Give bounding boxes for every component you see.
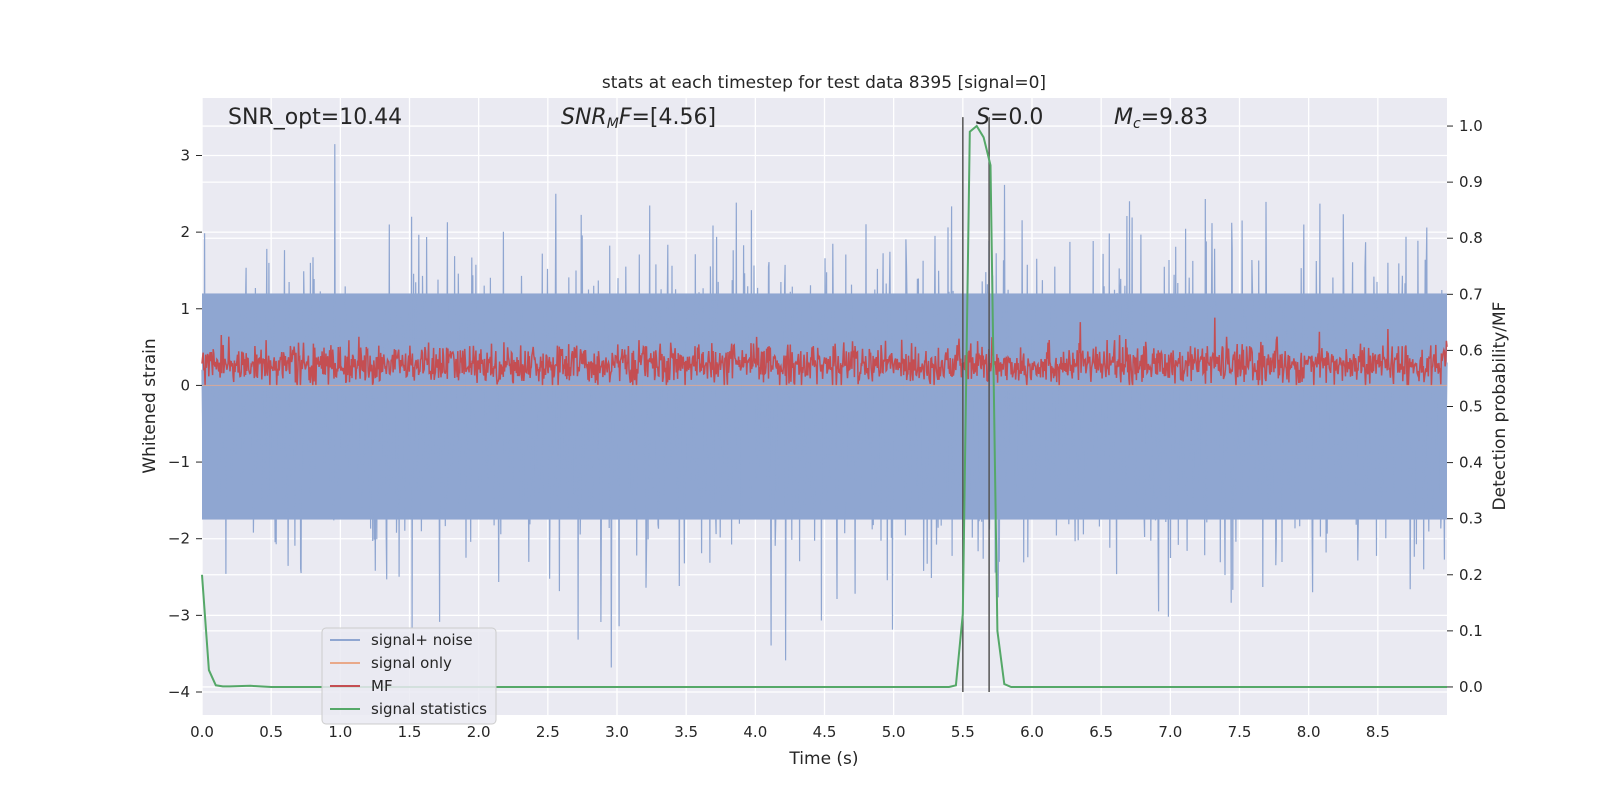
y-tick-label: −1 bbox=[168, 453, 190, 471]
x-tick-label: 3.5 bbox=[674, 723, 698, 741]
y-right-tick-label: 0.0 bbox=[1459, 678, 1483, 696]
y-right-tick-label: 0.2 bbox=[1459, 566, 1483, 584]
y-right-tick-label: 0.3 bbox=[1459, 510, 1483, 528]
x-axis-label: Time (s) bbox=[788, 749, 858, 769]
x-tick-label: 7.5 bbox=[1228, 723, 1252, 741]
y-right-tick-label: 1.0 bbox=[1459, 117, 1483, 135]
legend-label-mf: MF bbox=[371, 677, 393, 695]
legend-label-signal-only: signal only bbox=[371, 654, 452, 672]
x-tick-label: 4.5 bbox=[813, 723, 837, 741]
annotation-snr-mf: SNRMF=[4.56] bbox=[561, 105, 716, 132]
y-tick-label: 2 bbox=[180, 223, 190, 241]
y-axis-label: Whitened strain bbox=[140, 338, 160, 473]
mf-series bbox=[201, 317, 1448, 386]
y-tick-label: 3 bbox=[180, 146, 190, 164]
signal-statistics-line bbox=[201, 124, 1447, 688]
annotation-snr-mf-value: =[4.56] bbox=[631, 105, 716, 130]
annotation-mc-prefix: M bbox=[1114, 105, 1133, 130]
annotation-snr-mf-sub: M bbox=[607, 116, 619, 132]
y-right-tick-label: 0.1 bbox=[1459, 622, 1483, 640]
signal-noise-line bbox=[201, 144, 1448, 668]
y-right-tick-label: 0.7 bbox=[1459, 285, 1483, 303]
annotation-s-prefix: S bbox=[976, 105, 990, 130]
x-tick-label: 0.5 bbox=[259, 723, 283, 741]
x-tick-label: 8.0 bbox=[1297, 723, 1321, 741]
y-right-axis-ticks: 1.0 0.9 0.8 0.7 0.6 0.5 0.4 0.3 0.2 0.1 0.0 bbox=[1447, 117, 1483, 696]
chart-title: stats at each timestep for test data 839… bbox=[602, 73, 1046, 93]
x-tick-label: 6.5 bbox=[1089, 723, 1113, 741]
x-tick-label: 7.0 bbox=[1158, 723, 1182, 741]
annotation-snr-mf-prefix: SNR bbox=[561, 105, 607, 130]
x-axis-ticks: 0.0 0.5 1.0 1.5 2.0 2.5 3.0 3.5 4.0 4.5 5.0 5.5 6.0 6… bbox=[190, 723, 1390, 741]
x-tick-label: 3.0 bbox=[605, 723, 629, 741]
x-tick-label: 8.5 bbox=[1366, 723, 1390, 741]
legend: signal+ noise signal only MF signal stat… bbox=[321, 627, 497, 725]
x-tick-label: 2.5 bbox=[536, 723, 560, 741]
y-axis-ticks: 3 2 1 0 −1 −2 −3 −4 bbox=[168, 146, 202, 701]
annotation-mc: Mc=9.83 bbox=[1114, 105, 1208, 132]
signal-noise-series bbox=[201, 144, 1448, 668]
x-tick-label: 0.0 bbox=[190, 723, 214, 741]
y-tick-label: −3 bbox=[168, 606, 190, 624]
y-right-axis-label: Detection probability/MF bbox=[1490, 302, 1510, 511]
x-tick-label: 6.0 bbox=[1020, 723, 1044, 741]
x-tick-label: 1.0 bbox=[328, 723, 352, 741]
x-tick-label: 5.5 bbox=[951, 723, 975, 741]
signal-statistics-series bbox=[201, 124, 1447, 688]
x-tick-label: 4.0 bbox=[743, 723, 767, 741]
annotation-s: S=0.0 bbox=[976, 105, 1043, 130]
y-right-tick-label: 0.4 bbox=[1459, 454, 1483, 472]
y-tick-label: −2 bbox=[168, 530, 190, 548]
y-tick-label: −4 bbox=[168, 683, 190, 701]
annotation-snr-opt: SNR_opt=10.44 bbox=[228, 105, 402, 130]
y-right-tick-label: 0.5 bbox=[1459, 398, 1483, 416]
y-right-tick-label: 0.9 bbox=[1459, 173, 1483, 191]
y-tick-label: 0 bbox=[180, 376, 190, 394]
annotation-mc-sub: c bbox=[1133, 116, 1141, 132]
annotations: SNR_opt=10.44 SNRMF=[4.56] S=0.0 Mc=9.83 bbox=[228, 105, 1208, 132]
y-right-tick-label: 0.8 bbox=[1459, 229, 1483, 247]
annotation-snr-mf-f: F bbox=[619, 105, 632, 130]
legend-label-signal-noise: signal+ noise bbox=[371, 631, 473, 649]
x-tick-label: 2.0 bbox=[467, 723, 491, 741]
y-tick-label: 1 bbox=[180, 300, 190, 318]
y-right-tick-label: 0.6 bbox=[1459, 341, 1483, 359]
mf-line bbox=[201, 317, 1448, 386]
x-tick-label: 1.5 bbox=[398, 723, 422, 741]
legend-label-signal-statistics: signal statistics bbox=[371, 700, 487, 718]
legend-frame bbox=[321, 627, 497, 725]
annotation-mc-value: =9.83 bbox=[1141, 105, 1208, 130]
annotation-s-value: =0.0 bbox=[990, 105, 1043, 130]
x-tick-label: 5.0 bbox=[882, 723, 906, 741]
